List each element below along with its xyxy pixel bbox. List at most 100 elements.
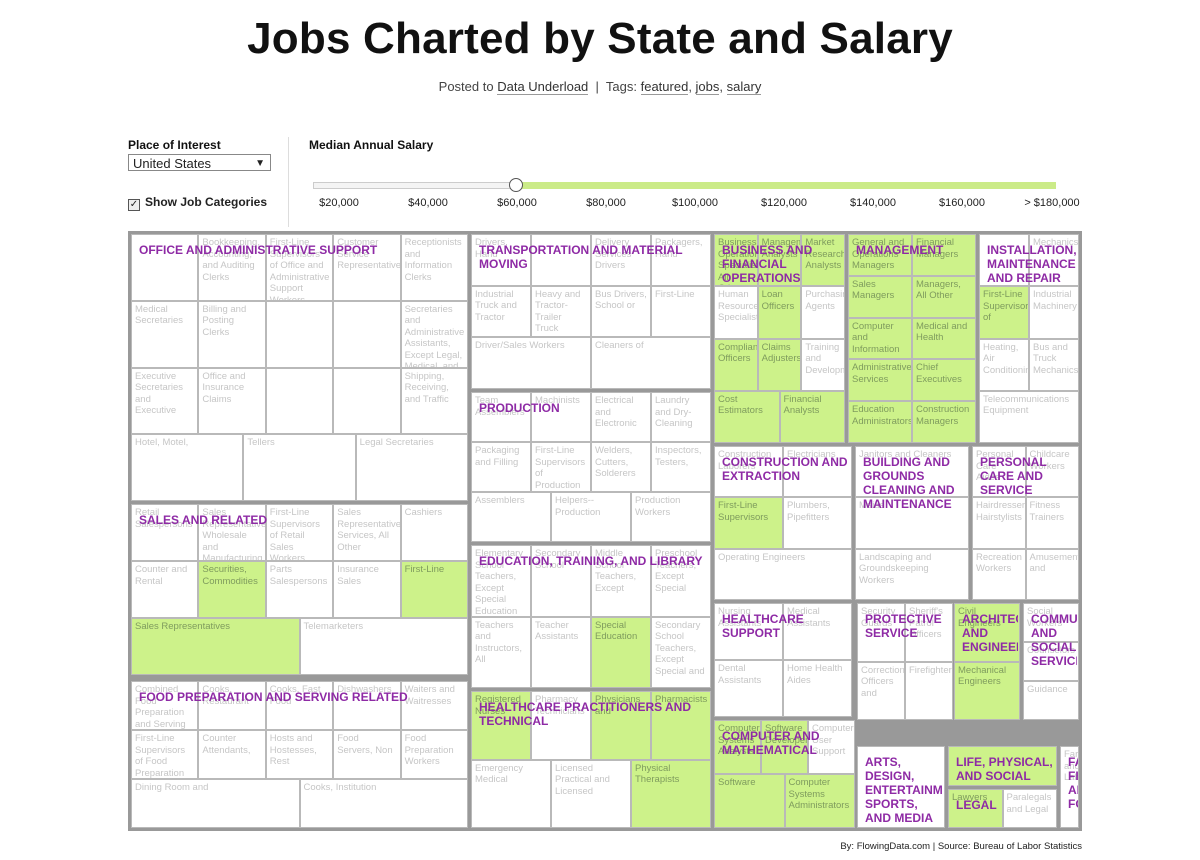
job-cell[interactable]: Food Servers, Non <box>333 730 401 779</box>
category-link[interactable]: Data Underload <box>497 79 589 95</box>
job-cell[interactable]: Food Preparation Workers <box>400 730 468 779</box>
job-cell[interactable]: Cleaners of <box>591 337 711 389</box>
job-cell[interactable]: Cooks, Restaurant <box>198 681 266 730</box>
job-cell[interactable]: First-Line Supervisors of Food Preparati… <box>131 730 199 779</box>
job-cell[interactable]: Loan Officers <box>757 286 802 339</box>
job-cell[interactable]: Recreation Workers <box>972 548 1026 600</box>
job-cell[interactable]: Civil Engineers <box>954 603 1020 662</box>
job-cell[interactable]: Dining Room and <box>131 779 300 828</box>
category-block[interactable]: Combined Food Preparation and Serving Wo… <box>131 681 468 828</box>
job-cell[interactable]: Hairdressers, Hairstylists <box>972 497 1026 549</box>
job-cell[interactable]: Assemblers <box>471 492 551 542</box>
category-block[interactable]: Mechanics First-Line Supervisors of Indust… <box>979 234 1079 443</box>
job-cell[interactable]: Hotel, Motel, <box>131 434 244 501</box>
category-block[interactable]: Registered Nurses Pharmacy Technicians Phy… <box>471 691 711 828</box>
job-cell[interactable] <box>131 234 199 301</box>
job-cell[interactable]: Fitness Trainers <box>1025 497 1079 549</box>
job-cell[interactable]: Software Developers <box>761 720 808 774</box>
job-cell[interactable]: First-Line Supervisors of Production <box>531 442 591 492</box>
job-cell[interactable]: Bus and Truck Mechanics <box>1029 338 1079 391</box>
job-cell[interactable]: Software <box>714 774 785 828</box>
category-block[interactable]: Computer Systems Analysts Software Develo… <box>714 720 855 828</box>
job-cell[interactable]: Security Guards <box>857 603 905 662</box>
job-cell[interactable]: Physicians and <box>591 691 651 760</box>
job-cell[interactable]: Medical Assistants <box>783 603 852 660</box>
job-cell[interactable]: First-Line Supervisors <box>714 497 783 549</box>
category-block[interactable]: Civil Engineers Mechanical Engineers <box>954 603 1020 720</box>
job-cell[interactable]: First-Line <box>651 285 711 338</box>
job-cell[interactable]: Helpers--Production <box>551 492 631 542</box>
job-cell[interactable]: Paralegals and Legal <box>1002 789 1057 828</box>
job-cell[interactable]: Billing and Posting Clerks <box>198 300 266 368</box>
job-cell[interactable]: Cashiers <box>400 504 468 561</box>
job-cell[interactable]: Human Resources Specialists <box>714 286 758 339</box>
job-cell[interactable] <box>333 367 401 435</box>
job-cell[interactable]: Home Health Aides <box>783 660 852 717</box>
job-cell[interactable]: Management Analysts <box>757 234 802 287</box>
job-cell[interactable]: Dental Assistants <box>714 660 783 717</box>
job-cell[interactable]: Purchasing Agents <box>801 286 845 339</box>
job-cell[interactable]: Bookkeeping, Accounting, and Auditing Cl… <box>198 234 266 301</box>
show-categories-checkbox[interactable]: ✓ <box>128 199 140 211</box>
job-cell[interactable]: Inspectors, Testers, <box>651 442 711 492</box>
job-cell[interactable]: Cooks, Fast Food <box>265 681 334 730</box>
job-cell[interactable] <box>857 746 945 828</box>
job-cell[interactable]: Maids <box>855 497 969 549</box>
category-block[interactable]: Elementary School Teachers, Except Speci… <box>471 545 711 688</box>
job-cell[interactable]: Emergency Medical <box>471 759 551 828</box>
category-block[interactable]: Farmworkers and Laborers <box>1060 746 1079 828</box>
job-cell[interactable]: Cooks, Institution <box>299 779 468 828</box>
job-cell[interactable]: Managers, All Other <box>912 275 976 318</box>
job-cell[interactable]: Pharmacy Technicians <box>531 691 591 760</box>
job-cell[interactable]: Special Education <box>591 616 651 688</box>
job-cell[interactable] <box>265 367 334 435</box>
job-cell[interactable]: Industrial Truck and Tractor <box>471 285 531 338</box>
job-cell[interactable]: Retail Salespersons <box>131 504 199 561</box>
slider-track-below[interactable] <box>313 182 516 189</box>
category-block[interactable]: Lawyers Paralegals and Legal <box>948 789 1057 828</box>
job-cell[interactable]: Claims Adjusters <box>757 338 802 391</box>
job-cell[interactable]: Packaging and Filling <box>471 442 531 492</box>
job-cell[interactable]: Computer User Support <box>808 720 855 774</box>
job-cell[interactable]: Industrial Machinery <box>1029 286 1079 339</box>
job-cell[interactable]: Janitors and Cleaners <box>855 446 969 498</box>
job-cell[interactable]: Telemarketers <box>299 618 468 675</box>
job-cell[interactable]: Education Administrators <box>848 401 912 443</box>
job-cell[interactable]: Electricians <box>783 446 852 498</box>
job-cell[interactable]: Heating, Air Conditioning <box>979 338 1029 391</box>
job-cell[interactable]: Insurance Sales <box>333 561 401 618</box>
job-cell[interactable]: Executive Secretaries and Executive <box>131 367 199 435</box>
job-cell[interactable]: Operating Engineers <box>714 548 852 600</box>
category-block[interactable]: General and Operations Managers Financial… <box>848 234 976 443</box>
job-cell[interactable]: Dishwashers <box>333 681 401 730</box>
job-cell[interactable]: Sales Representatives, Services, All Oth… <box>333 504 401 561</box>
job-cell[interactable]: Drivers, Hand <box>471 234 531 286</box>
category-block[interactable]: Business Operations Specialists, All Oth… <box>714 234 845 443</box>
job-cell[interactable]: Business Operations Specialists, All Oth… <box>714 234 758 287</box>
job-cell[interactable]: Nursing Assistants <box>714 603 783 660</box>
job-cell[interactable]: Social Workers <box>1023 603 1079 642</box>
category-block[interactable]: Team Assemblers Machinists Electrical and … <box>471 392 711 542</box>
job-cell[interactable]: Secondary School Teachers, Except Specia… <box>651 616 711 688</box>
job-cell[interactable]: Compliance Officers <box>714 338 758 391</box>
job-cell[interactable]: Waiters and Waitresses <box>400 681 468 730</box>
job-cell[interactable]: Production Workers <box>631 492 711 542</box>
category-block[interactable] <box>857 746 945 828</box>
job-cell[interactable] <box>979 234 1029 287</box>
job-cell[interactable]: Parts Salespersons <box>265 561 334 618</box>
job-cell[interactable]: Pharmacists <box>651 691 711 760</box>
job-cell[interactable]: Farmworkers and Laborers <box>1060 746 1079 828</box>
category-block[interactable]: Social Workers Counselors Guidance <box>1023 603 1079 720</box>
job-cell[interactable]: General and Operations Managers <box>848 234 912 276</box>
job-cell[interactable]: Computer Systems Analysts <box>714 720 761 774</box>
job-cell[interactable]: Registered Nurses <box>471 691 531 760</box>
job-cell[interactable]: Team Assemblers <box>471 392 531 442</box>
job-cell[interactable]: Construction Laborers <box>714 446 783 498</box>
job-cell[interactable]: Tellers <box>243 434 356 501</box>
job-cell[interactable]: Office and Insurance Claims <box>198 367 266 435</box>
salary-slider-handle[interactable] <box>509 178 523 192</box>
job-cell[interactable]: Medical Secretaries <box>131 300 199 368</box>
job-cell[interactable]: Training and Development <box>801 338 845 391</box>
job-cell[interactable]: Childcare Workers <box>1025 446 1079 498</box>
tag-link-featured[interactable]: featured <box>640 79 689 95</box>
